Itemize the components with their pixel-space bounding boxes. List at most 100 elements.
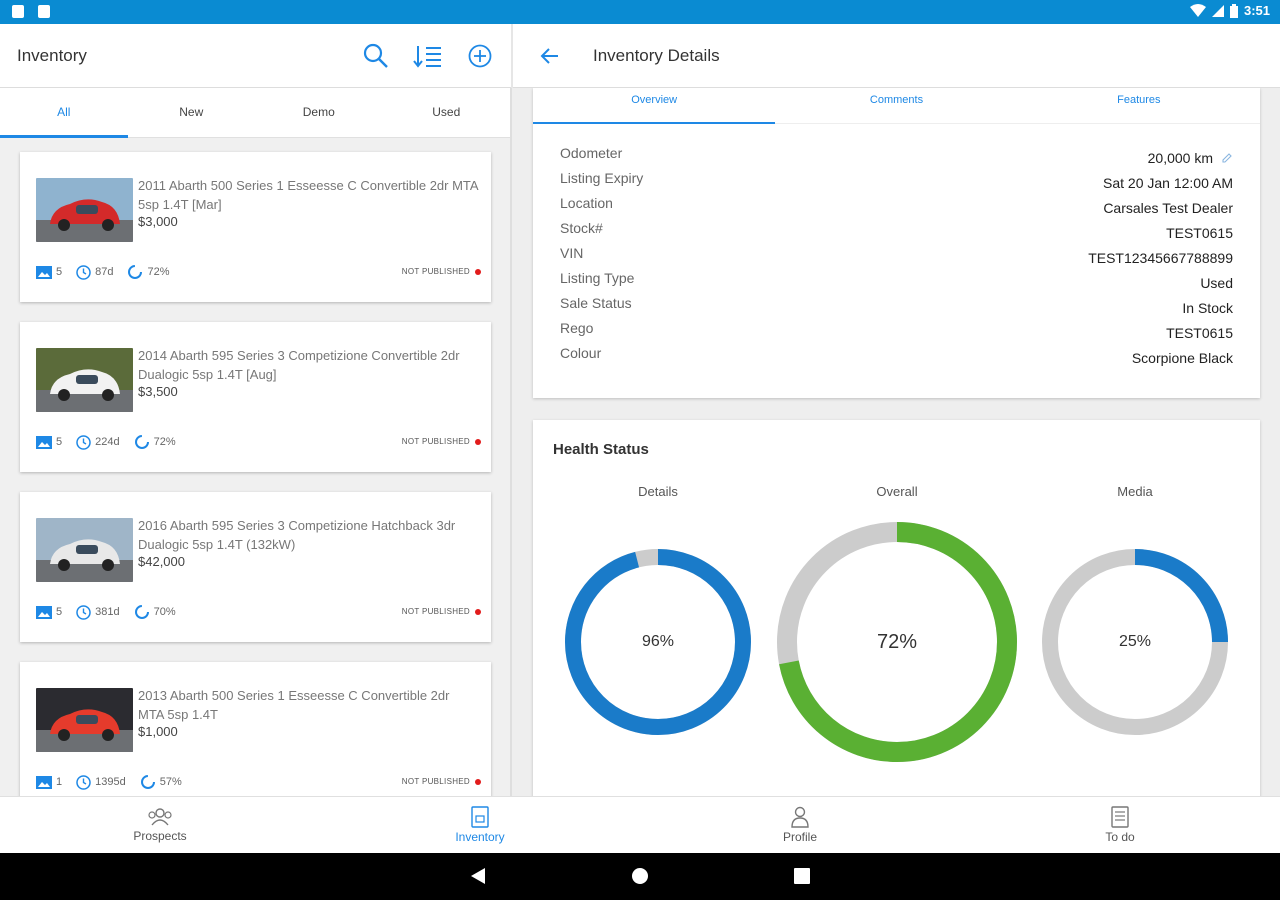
- clock-icon: [76, 774, 91, 790]
- detail-row: Colour Scorpione Black: [560, 345, 1233, 370]
- detail-row: Odometer 20,000 km: [560, 145, 1233, 170]
- detail-row: Listing Type Used: [560, 270, 1233, 295]
- clock-icon: [76, 604, 91, 620]
- add-button[interactable]: [464, 40, 496, 72]
- detail-value: TEST0615: [1166, 324, 1233, 341]
- detail-value: Scorpione Black: [1131, 349, 1233, 366]
- detail-value: 20,000 km: [1147, 149, 1213, 166]
- photo-count: 1: [56, 776, 63, 788]
- car-price: $3,500: [138, 384, 178, 399]
- health-percent: 72%: [153, 436, 176, 448]
- detail-label: Listing Expiry: [560, 170, 644, 186]
- photo-icon: [36, 265, 52, 279]
- status-dot: [475, 268, 481, 275]
- gauge-label-details: Details: [638, 484, 678, 499]
- health-ring-icon: [128, 265, 143, 279]
- inventory-details-title: Inventory Details: [593, 46, 720, 65]
- car-title: 2013 Abarth 500 Series 1 Esseesse C Conv…: [138, 688, 450, 722]
- system-recents-icon[interactable]: [794, 868, 810, 884]
- tab-all[interactable]: All: [0, 88, 128, 138]
- nav-todo[interactable]: To do: [960, 797, 1280, 853]
- car-thumbnail: [36, 688, 133, 752]
- edit-icon[interactable]: [1221, 152, 1233, 164]
- detail-label: Location: [560, 195, 613, 211]
- arrow-back-icon: [540, 48, 558, 64]
- detail-row: Listing Expiry Sat 20 Jan 12:00 AM: [560, 170, 1233, 195]
- health-ring-icon: [134, 605, 149, 619]
- health-status-card: Health Status Details 96% Overall 72% Media 2…: [533, 420, 1260, 796]
- gauge-label-overall: Overall: [876, 484, 918, 499]
- detail-row: Stock# TEST0615: [560, 220, 1233, 245]
- inventory-card[interactable]: 2016 Abarth 595 Series 3 Competizione Ha…: [20, 492, 491, 642]
- car-thumbnail: [36, 348, 133, 412]
- inventory-card[interactable]: 2014 Abarth 595 Series 3 Competizione Co…: [20, 322, 491, 472]
- detail-label: VIN: [560, 245, 584, 261]
- tab-features[interactable]: Features: [1117, 94, 1161, 106]
- status-dot: [475, 778, 481, 785]
- detail-label: Sale Status: [560, 295, 632, 311]
- gauge-overall: 72%: [767, 512, 1027, 772]
- car-price: $3,000: [138, 214, 178, 229]
- battery-icon: [1229, 3, 1238, 18]
- gauge-fill: [777, 522, 1017, 762]
- car-title: 2014 Abarth 595 Series 3 Competizione Co…: [138, 348, 460, 382]
- tab-new[interactable]: New: [179, 105, 204, 119]
- signal-icon: [1211, 4, 1224, 17]
- tab-used[interactable]: Used: [432, 105, 461, 119]
- sort-button[interactable]: [412, 40, 444, 72]
- system-home-icon[interactable]: [631, 867, 649, 885]
- car-title: 2011 Abarth 500 Series 1 Esseesse C Conv…: [138, 178, 478, 212]
- photo-icon: [36, 605, 52, 619]
- publish-status: NOT PUBLISHED: [401, 267, 470, 276]
- days-listed: 1395d: [95, 776, 126, 788]
- tab-overview[interactable]: Overview: [533, 88, 776, 124]
- inventory-details-pane: Overview Comments Features Odometer 20,0…: [513, 88, 1280, 796]
- nav-profile[interactable]: Profile: [640, 797, 960, 853]
- gauge-label-media: Media: [1117, 484, 1153, 499]
- nav-todo-label: To do: [1105, 830, 1135, 844]
- system-navigation-bar: [0, 853, 1280, 900]
- detail-label: Odometer: [560, 145, 623, 161]
- detail-value: In Stock: [1182, 299, 1233, 316]
- status-dot: [475, 438, 481, 445]
- gauge-fill: [565, 549, 751, 735]
- sort-icon: [413, 46, 441, 68]
- days-listed: 87d: [95, 266, 114, 278]
- detail-label: Stock#: [560, 220, 603, 236]
- inventory-card[interactable]: 2011 Abarth 500 Series 1 Esseesse C Conv…: [20, 152, 491, 302]
- search-button[interactable]: [360, 40, 392, 72]
- status-badge: NOT PUBLISHED: [402, 437, 481, 446]
- publish-status: NOT PUBLISHED: [401, 437, 470, 446]
- gauge-fill: [1042, 549, 1228, 735]
- photo-icon: [36, 775, 52, 789]
- health-percent: 72%: [147, 266, 170, 278]
- days-listed: 381d: [95, 606, 120, 618]
- nav-inventory[interactable]: Inventory: [320, 797, 640, 853]
- detail-value: Used: [1200, 274, 1233, 291]
- car-title: 2016 Abarth 595 Series 3 Competizione Ha…: [138, 518, 456, 552]
- photo-count: 5: [56, 436, 63, 448]
- photo-icon: [36, 435, 52, 449]
- details-card: Overview Comments Features Odometer 20,0…: [533, 88, 1260, 398]
- nav-inventory-label: Inventory: [455, 830, 505, 844]
- prospects-icon: [148, 808, 172, 826]
- detail-value: Sat 20 Jan 12:00 AM: [1103, 174, 1233, 191]
- wifi-icon: [1189, 3, 1206, 17]
- filter-tabs: All New Demo Used: [0, 88, 510, 138]
- photo-count: 5: [56, 266, 63, 278]
- tab-comments[interactable]: Comments: [869, 94, 924, 106]
- detail-row: Rego TEST0615: [560, 320, 1233, 345]
- inventory-card[interactable]: 2013 Abarth 500 Series 1 Esseesse C Conv…: [20, 662, 491, 796]
- back-button[interactable]: [535, 40, 565, 72]
- inventory-icon: [471, 806, 489, 828]
- detail-tabs: Overview Comments Features: [533, 88, 1260, 124]
- health-ring-icon: [140, 775, 155, 789]
- detail-label: Rego: [560, 320, 594, 336]
- status-badge: NOT PUBLISHED: [402, 267, 481, 276]
- app-bar: Inventory Inventory Details: [0, 24, 1280, 88]
- nav-prospects[interactable]: Prospects: [0, 797, 320, 853]
- system-back-icon[interactable]: [470, 867, 486, 885]
- detail-label: Colour: [560, 345, 602, 361]
- profile-icon: [791, 806, 809, 828]
- tab-demo[interactable]: Demo: [302, 105, 335, 119]
